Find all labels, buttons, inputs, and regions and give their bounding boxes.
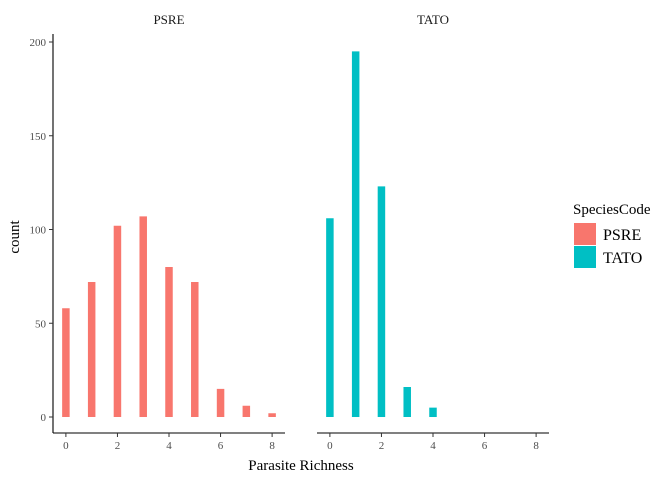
bar-psre-5 xyxy=(191,282,199,417)
x-tick-label-psre-8: 8 xyxy=(269,440,275,452)
y-tick-label-0: 0 xyxy=(41,412,47,424)
x-tick-label-tato-8: 8 xyxy=(533,440,539,452)
x-tick-label-tato-6: 6 xyxy=(482,440,488,452)
facet-label-psre: PSRE xyxy=(153,12,184,27)
x-tick-label-tato-4: 4 xyxy=(430,440,436,452)
legend: SpeciesCode PSRE TATO xyxy=(573,202,651,268)
bar-psre-0 xyxy=(62,308,70,417)
x-axis-title: Parasite Richness xyxy=(248,458,354,474)
facet-label-tato: TATO xyxy=(417,12,449,27)
y-tick-label-50: 50 xyxy=(35,318,47,330)
bar-psre-8 xyxy=(268,413,276,417)
panel-tato: TATO 0 2 4 6 8 xyxy=(317,12,549,452)
x-tick-label-psre-0: 0 xyxy=(63,440,69,452)
y-axis-title: count xyxy=(7,220,23,254)
bar-tato-4 xyxy=(429,407,437,418)
bar-psre-6 xyxy=(216,388,225,418)
x-tick-label-psre-4: 4 xyxy=(166,440,172,452)
bar-tato-2 xyxy=(377,186,386,418)
bar-tato-1 xyxy=(351,51,360,418)
x-tick-label-psre-2: 2 xyxy=(115,440,121,452)
y-tick-label-200: 200 xyxy=(30,37,47,49)
x-tick-label-tato-0: 0 xyxy=(327,440,333,452)
bar-psre-4 xyxy=(165,267,173,417)
y-tick-label-100: 100 xyxy=(30,225,47,237)
x-tick-label-tato-2: 2 xyxy=(379,440,385,452)
bar-psre-2 xyxy=(113,225,122,417)
x-tick-label-psre-6: 6 xyxy=(218,440,224,452)
bar-tato-3 xyxy=(403,387,411,417)
legend-label-psre: PSRE xyxy=(603,227,641,244)
legend-label-tato: TATO xyxy=(603,250,642,267)
y-tick-label-150: 150 xyxy=(30,131,47,143)
bar-psre-1 xyxy=(87,282,96,417)
bar-tato-0 xyxy=(326,218,334,417)
legend-title: SpeciesCode xyxy=(573,202,651,218)
bar-psre-3 xyxy=(139,216,147,418)
legend-swatch-tato xyxy=(574,246,596,268)
legend-swatch-psre xyxy=(574,223,596,245)
panel-psre: PSRE 0 2 4 6 8 0 50 100 150 200 xyxy=(30,12,285,452)
bar-psre-7 xyxy=(242,405,251,417)
